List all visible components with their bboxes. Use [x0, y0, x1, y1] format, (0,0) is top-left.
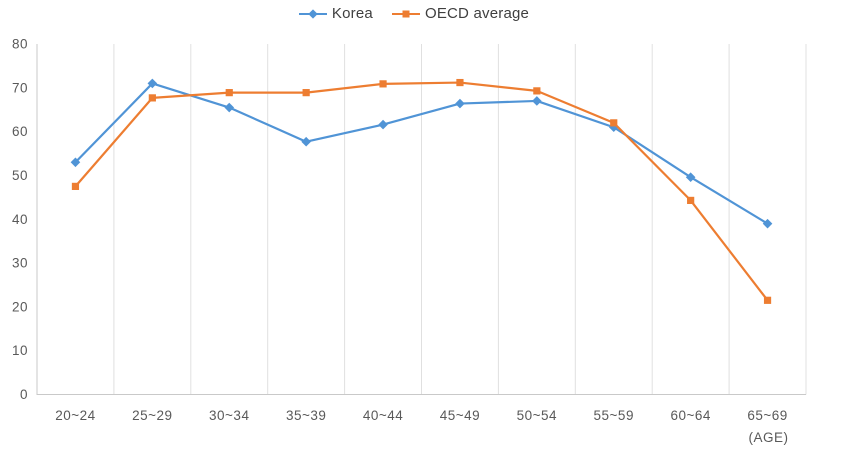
y-tick-label: 20 — [12, 299, 28, 314]
x-tick-label: 45~49 — [440, 408, 480, 423]
x-tick-label: 50~54 — [517, 408, 557, 423]
data-point-marker[interactable] — [71, 182, 80, 190]
x-tick-label: 20~24 — [55, 408, 95, 423]
x-tick-label: 40~44 — [363, 408, 403, 423]
x-tick-label: 30~34 — [209, 408, 249, 423]
y-tick-label: 40 — [12, 212, 28, 227]
korea-line-diamond-icon — [298, 8, 327, 19]
legend-label-oecd-average: OECD average — [424, 5, 530, 22]
y-tick-label: 80 — [12, 37, 28, 52]
data-point-marker[interactable] — [379, 80, 387, 88]
data-point-marker[interactable] — [224, 102, 235, 113]
x-tick-label: 60~64 — [670, 408, 710, 423]
data-point-marker[interactable] — [301, 136, 311, 147]
x-tick-label: 25~29 — [132, 408, 172, 423]
data-point-marker[interactable] — [225, 89, 233, 97]
x-axis-unit-label: (AGE) — [749, 430, 789, 445]
y-tick-label: 10 — [12, 343, 28, 358]
data-point-marker[interactable] — [456, 78, 464, 87]
data-point-marker[interactable] — [148, 94, 156, 102]
data-point-marker[interactable] — [70, 157, 81, 168]
data-point-marker[interactable] — [455, 98, 465, 109]
data-point-marker[interactable] — [147, 78, 158, 89]
data-point-marker[interactable] — [687, 196, 695, 205]
data-point-marker[interactable] — [533, 87, 541, 95]
series-line-oecd-average — [74, 81, 769, 302]
x-tick-label: 65~69 — [747, 408, 787, 423]
data-point-marker[interactable] — [302, 89, 310, 97]
y-tick-label: 70 — [12, 80, 28, 95]
data-point-marker[interactable] — [762, 218, 773, 229]
y-tick-label: 50 — [12, 168, 28, 183]
legend-item-korea[interactable]: Korea — [298, 5, 373, 22]
y-tick-label: 0 — [20, 387, 28, 402]
legend-item-oecd-average[interactable]: OECD average — [391, 5, 529, 22]
data-point-marker[interactable] — [378, 119, 388, 130]
data-point-marker[interactable] — [763, 296, 772, 304]
legend-label-korea: Korea — [331, 5, 373, 22]
data-point-marker[interactable] — [532, 96, 542, 106]
y-tick-label: 60 — [12, 124, 28, 139]
x-tick-label: 55~59 — [594, 408, 634, 423]
x-tick-label: 35~39 — [286, 408, 326, 423]
chart-legend: Korea OECD average — [0, 5, 827, 22]
data-point-marker[interactable] — [610, 119, 618, 127]
oecd-line-square-icon — [391, 10, 420, 17]
y-tick-label: 30 — [12, 256, 28, 271]
